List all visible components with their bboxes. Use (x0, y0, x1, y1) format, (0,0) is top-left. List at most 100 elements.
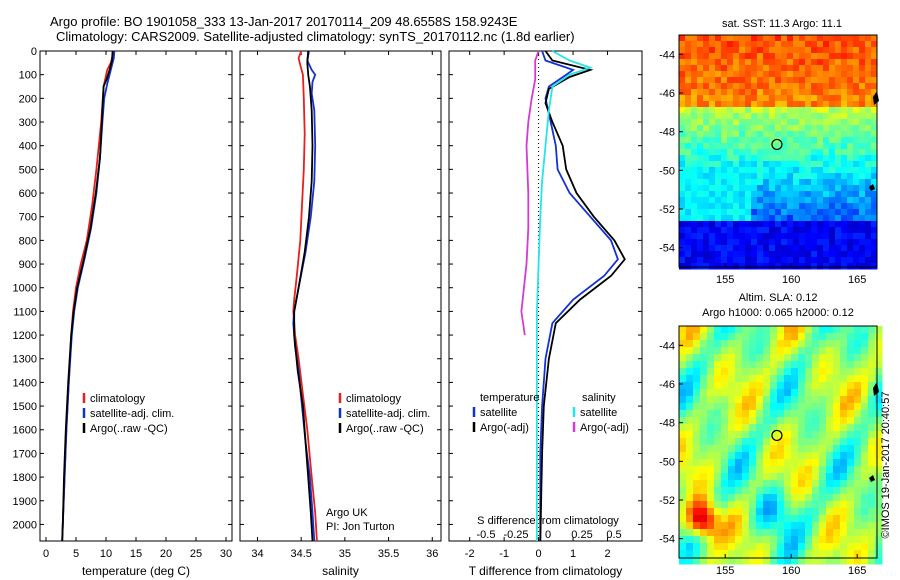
map-cell (735, 508, 743, 516)
map-cell (721, 197, 728, 204)
map-cell (853, 137, 860, 144)
map-cell (775, 215, 782, 222)
map-cell (763, 410, 771, 418)
map-cell (697, 101, 704, 108)
map-cell (691, 137, 698, 144)
map-cell (735, 515, 743, 523)
map-cell (763, 417, 771, 425)
map-cell (859, 107, 866, 114)
x-tick-label: 15 (130, 548, 142, 560)
map-cell (686, 452, 694, 460)
map-cell (819, 340, 827, 348)
map-cell (829, 53, 836, 60)
map-cell (854, 361, 862, 369)
x-axis-label: T difference from climatology (469, 564, 623, 578)
map-cell (833, 424, 841, 432)
map-cell (823, 263, 830, 270)
map-cell (784, 529, 792, 537)
map-cell (739, 71, 746, 78)
map-cell (859, 125, 866, 132)
map-cell (812, 501, 820, 509)
map-cell (770, 557, 778, 565)
map-cell (781, 143, 788, 150)
map-cell (811, 209, 818, 216)
map-cell (745, 143, 752, 150)
map-cell (756, 368, 764, 376)
map-cell (777, 480, 785, 488)
map-cell (714, 459, 722, 467)
map-cell (841, 185, 848, 192)
secondary-tick-label: 0.5 (606, 529, 621, 541)
map-cell (823, 59, 830, 66)
map-cell (819, 354, 827, 362)
map-cell (829, 59, 836, 66)
map-cell (763, 83, 770, 90)
map-cell (769, 101, 776, 108)
map-cell (798, 326, 806, 334)
map-cell (840, 473, 848, 481)
map-cell (875, 557, 883, 565)
map-cell (847, 203, 854, 210)
map-cell (787, 47, 794, 54)
map-cell (847, 543, 855, 551)
map-cell (812, 445, 820, 453)
map-cell (826, 354, 834, 362)
depth-tick-label: 1200 (13, 330, 37, 342)
map-cell (781, 35, 788, 42)
map-cell (853, 233, 860, 240)
map-cell (854, 333, 862, 341)
map-cell (679, 233, 686, 240)
map-cell (853, 161, 860, 168)
map-cell (721, 35, 728, 42)
map-cell (756, 480, 764, 488)
map-cell (749, 417, 757, 425)
map-cell (829, 113, 836, 120)
map-cell (833, 438, 841, 446)
map-cell (679, 487, 687, 495)
map-cell (791, 333, 799, 341)
map-cell (847, 263, 854, 270)
map-cell (691, 77, 698, 84)
map-cell (819, 522, 827, 530)
map-cell (826, 515, 834, 523)
map-cell (763, 179, 770, 186)
map-cell (791, 487, 799, 495)
map-cell (745, 245, 752, 252)
map-cell (679, 536, 687, 544)
map-cell (775, 101, 782, 108)
map-cell (791, 354, 799, 362)
map-cell (847, 197, 854, 204)
map-y-tick-label: -50 (659, 165, 675, 177)
map-cell (775, 119, 782, 126)
map-cell (679, 185, 686, 192)
map-cell (787, 131, 794, 138)
map-cell (686, 403, 694, 411)
map-cell (781, 53, 788, 60)
map-cell (721, 508, 729, 516)
map-cell (757, 161, 764, 168)
map-cell (793, 227, 800, 234)
map-cell (728, 438, 736, 446)
map-cell (823, 119, 830, 126)
map-cell (735, 487, 743, 495)
map-cell (693, 529, 701, 537)
map-cell (775, 131, 782, 138)
map-cell (769, 131, 776, 138)
map-cell (721, 445, 729, 453)
map-cell (691, 257, 698, 264)
map-cell (793, 203, 800, 210)
map-cell (735, 494, 743, 502)
map-cell (791, 417, 799, 425)
map-cell (868, 445, 876, 453)
map-cell (793, 113, 800, 120)
map-cell (833, 459, 841, 467)
map-cell (700, 480, 708, 488)
map-cell (727, 257, 734, 264)
map-cell (721, 113, 728, 120)
profile-location-marker (771, 138, 783, 151)
map-cell (707, 515, 715, 523)
map-cell (841, 65, 848, 72)
map-cell (841, 119, 848, 126)
map-cell (693, 326, 701, 334)
map-cell (819, 452, 827, 460)
